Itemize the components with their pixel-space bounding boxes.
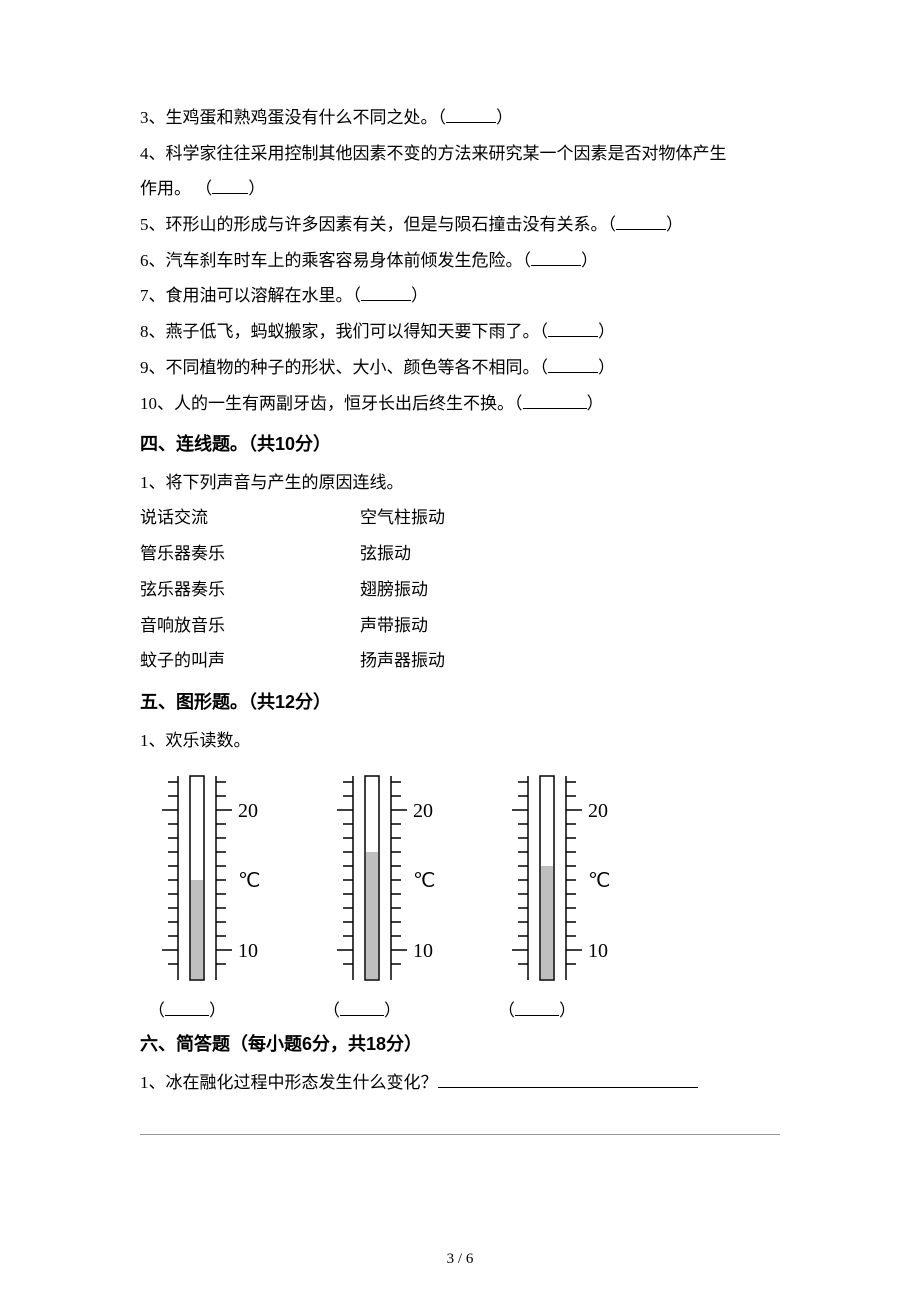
- match-left: 音响放音乐: [140, 608, 360, 644]
- match-right: 空气柱振动: [360, 500, 780, 536]
- match-left: 弦乐器奏乐: [140, 572, 360, 608]
- judge-q7-end: ）: [411, 286, 428, 305]
- thermo-blank-2: （）: [323, 996, 468, 1021]
- match-right: 声带振动: [360, 608, 780, 644]
- thermo-blank-1: （）: [148, 996, 293, 1021]
- judge-q4-blank[interactable]: [212, 176, 248, 194]
- judge-q9-end: ）: [598, 358, 615, 377]
- judge-q3-blank[interactable]: [446, 105, 496, 123]
- judge-q9-text: 9、不同植物的种子的形状、大小、颜色等各不相同。（: [140, 358, 548, 377]
- match-table: 说话交流空气柱振动管乐器奏乐弦振动弦乐器奏乐翅膀振动音响放音乐声带振动蚊子的叫声…: [140, 500, 780, 678]
- match-row: 蚊子的叫声扬声器振动: [140, 643, 780, 679]
- judge-q9-blank[interactable]: [548, 355, 598, 373]
- match-right: 翅膀振动: [360, 572, 780, 608]
- svg-text:20: 20: [588, 800, 608, 822]
- thermo-blank-3: （）: [498, 996, 643, 1021]
- page-footer: 3 / 6: [0, 1251, 920, 1268]
- match-row: 说话交流空气柱振动: [140, 500, 780, 536]
- match-left: 说话交流: [140, 500, 360, 536]
- svg-text:℃: ℃: [238, 870, 260, 892]
- section6-answer-line[interactable]: [140, 1106, 780, 1135]
- thermometer-2: 20 ℃ 10: [323, 770, 468, 990]
- match-row: 音响放音乐声带振动: [140, 608, 780, 644]
- match-left: 蚊子的叫声: [140, 643, 360, 679]
- judge-q4a-text: 4、科学家往往采用控制其他因素不变的方法来研究某一个因素是否对物体产生: [140, 144, 727, 163]
- judge-q6: 6、汽车刹车时车上的乘客容易身体前倾发生危险。（ ）: [140, 243, 780, 279]
- svg-text:10: 10: [588, 940, 608, 962]
- judge-q3-text: 3、生鸡蛋和熟鸡蛋没有什么不同之处。（: [140, 108, 446, 127]
- judge-q10-text: 10、人的一生有两副牙齿，恒牙长出后终生不换。（: [140, 394, 523, 413]
- judge-q9: 9、不同植物的种子的形状、大小、颜色等各不相同。（ ）: [140, 350, 780, 386]
- thermometer-1: 20 ℃ 10: [148, 770, 293, 990]
- judge-q4b-text: 作用。 （: [140, 179, 212, 198]
- match-row: 弦乐器奏乐翅膀振动: [140, 572, 780, 608]
- svg-text:20: 20: [238, 800, 258, 822]
- page: 3、生鸡蛋和熟鸡蛋没有什么不同之处。（ ） 4、科学家往往采用控制其他因素不变的方…: [0, 0, 920, 1302]
- match-right: 弦振动: [360, 536, 780, 572]
- judge-q5-end: ）: [666, 215, 683, 234]
- judge-q10-blank[interactable]: [523, 391, 587, 409]
- judge-q5: 5、环形山的形成与许多因素有关，但是与陨石撞击没有关系。（ ）: [140, 207, 780, 243]
- judge-q5-blank[interactable]: [616, 212, 666, 230]
- svg-text:20: 20: [413, 800, 433, 822]
- judge-q4b-end: ）: [248, 179, 265, 198]
- section5-heading: 五、图形题。（共12分）: [140, 683, 780, 723]
- judge-q6-blank[interactable]: [531, 248, 581, 266]
- thermometer-3: 20 ℃ 10: [498, 770, 643, 990]
- judge-q8-text: 8、燕子低飞，蚂蚁搬家，我们可以得知天要下雨了。（: [140, 322, 548, 341]
- svg-text:10: 10: [413, 940, 433, 962]
- thermo-answer-blank[interactable]: [515, 998, 559, 1016]
- section6-heading: 六、简答题（每小题6分，共18分）: [140, 1025, 780, 1065]
- judge-q8-blank[interactable]: [548, 319, 598, 337]
- judge-q7: 7、食用油可以溶解在水里。（ ）: [140, 278, 780, 314]
- section5-prompt: 1、欢乐读数。: [140, 723, 780, 759]
- thermo-answer-blank[interactable]: [165, 998, 209, 1016]
- judge-q7-text: 7、食用油可以溶解在水里。（: [140, 286, 361, 305]
- match-left: 管乐器奏乐: [140, 536, 360, 572]
- section6-q1-blank[interactable]: [438, 1070, 698, 1088]
- match-right: 扬声器振动: [360, 643, 780, 679]
- thermometer-blanks: （） （） （）: [148, 996, 780, 1021]
- svg-text:℃: ℃: [588, 870, 610, 892]
- match-row: 管乐器奏乐弦振动: [140, 536, 780, 572]
- section6-q1: 1、冰在融化过程中形态发生什么变化？: [140, 1065, 780, 1101]
- judge-q4-b: 作用。 （ ）: [140, 171, 780, 207]
- judge-q3-end: ）: [496, 108, 513, 127]
- judge-q8: 8、燕子低飞，蚂蚁搬家，我们可以得知天要下雨了。（ ）: [140, 314, 780, 350]
- thermometer-row: 20 ℃ 10 20 ℃ 10 20 ℃ 10: [148, 770, 780, 990]
- thermo-answer-blank[interactable]: [340, 998, 384, 1016]
- svg-text:10: 10: [238, 940, 258, 962]
- section6-q1-text: 1、冰在融化过程中形态发生什么变化？: [140, 1073, 438, 1092]
- judge-q4-a: 4、科学家往往采用控制其他因素不变的方法来研究某一个因素是否对物体产生: [140, 136, 780, 172]
- judge-q8-end: ）: [598, 322, 615, 341]
- judge-q10: 10、人的一生有两副牙齿，恒牙长出后终生不换。（ ）: [140, 386, 780, 422]
- judge-q6-text: 6、汽车刹车时车上的乘客容易身体前倾发生危险。（: [140, 251, 531, 270]
- judge-q7-blank[interactable]: [361, 283, 411, 301]
- section4-heading: 四、连线题。（共10分）: [140, 425, 780, 465]
- svg-text:℃: ℃: [413, 870, 435, 892]
- judge-q6-end: ）: [581, 251, 598, 270]
- judge-q10-end: ）: [587, 394, 604, 413]
- judge-q5-text: 5、环形山的形成与许多因素有关，但是与陨石撞击没有关系。（: [140, 215, 616, 234]
- judge-q3: 3、生鸡蛋和熟鸡蛋没有什么不同之处。（ ）: [140, 100, 780, 136]
- section4-prompt: 1、将下列声音与产生的原因连线。: [140, 465, 780, 501]
